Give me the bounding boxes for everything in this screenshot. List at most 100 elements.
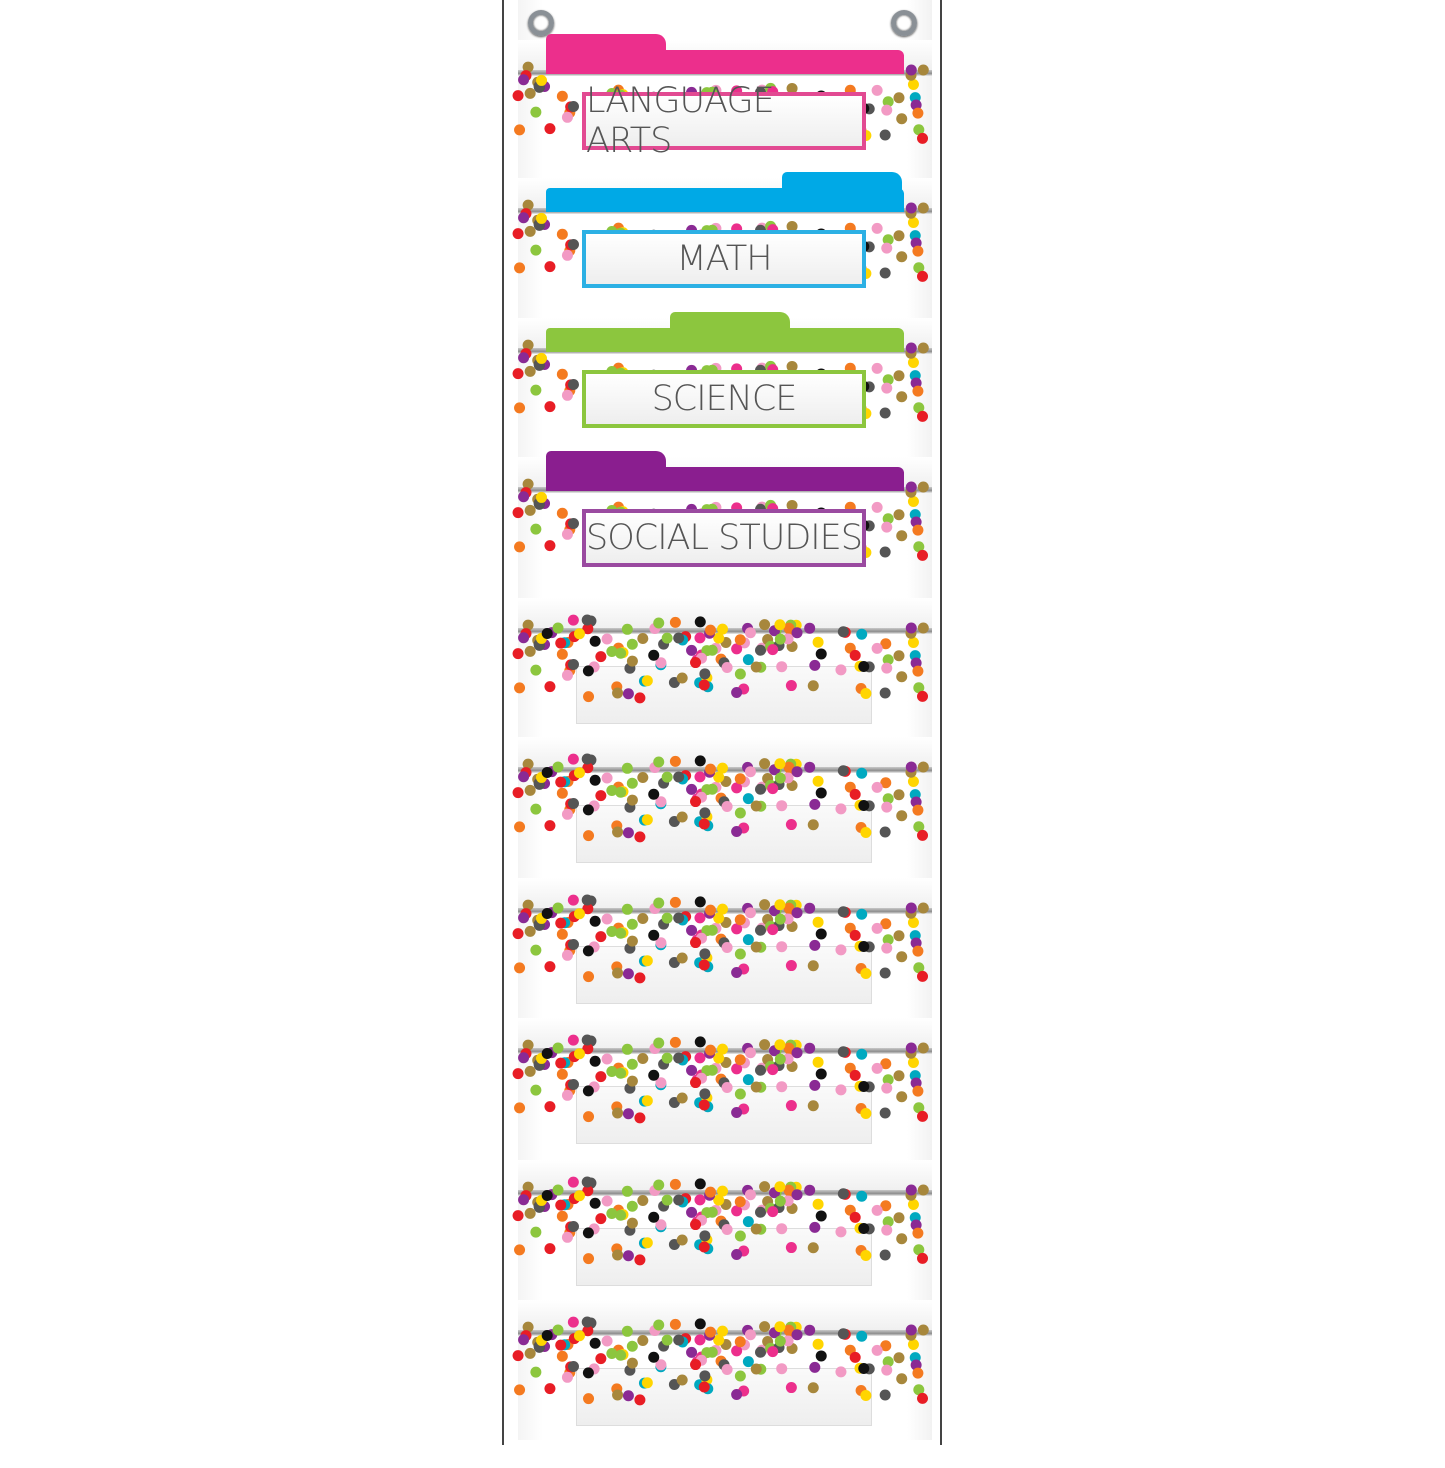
confetti-dot [582, 762, 594, 774]
confetti-dot [514, 1244, 526, 1256]
confetti-dot [881, 1224, 893, 1236]
confetti-dot [518, 912, 530, 924]
confetti-dot [734, 1196, 746, 1208]
confetti-dot [783, 1184, 795, 1196]
confetti-dot [544, 681, 556, 693]
confetti-dot [767, 1206, 779, 1218]
confetti-dot [615, 786, 627, 798]
confetti-dot [804, 1324, 816, 1336]
confetti-dot [626, 777, 638, 789]
confetti-dot [595, 1353, 607, 1365]
confetti-dot [871, 362, 883, 374]
confetti-dot [742, 1356, 754, 1368]
pocket-8[interactable] [512, 1018, 932, 1186]
confetti-dot [530, 944, 542, 956]
confetti-dot [893, 1212, 905, 1224]
confetti-dot [837, 1188, 849, 1200]
confetti-dot [567, 1221, 579, 1233]
confetti-dot [699, 1370, 711, 1382]
confetti-dot [917, 202, 929, 214]
confetti-dot [514, 1102, 526, 1114]
confetti-dot [706, 1206, 718, 1218]
confetti-dot [622, 1390, 634, 1402]
confetti-dot [582, 1085, 594, 1097]
confetti-dot [835, 1366, 847, 1378]
pocket-7[interactable] [512, 878, 932, 1046]
pocket-3[interactable]: SCIENCE [512, 312, 932, 486]
confetti-dot [686, 924, 698, 936]
confetti-dot [561, 528, 573, 540]
confetti-dot [699, 948, 711, 960]
confetti-dot [759, 1321, 771, 1333]
pocket-2[interactable]: MATH [512, 172, 932, 346]
confetti-dot [514, 682, 526, 694]
confetti-dot [699, 1088, 711, 1100]
confetti-dot [694, 1318, 706, 1330]
confetti-dot [791, 1329, 803, 1341]
confetti-dot [774, 1053, 786, 1065]
confetti-dot [731, 686, 743, 698]
confetti-dot [717, 1325, 729, 1337]
confetti-dot [524, 504, 536, 516]
pocket-10[interactable] [512, 1300, 932, 1468]
confetti-dot [704, 624, 716, 636]
confetti-dot [782, 913, 794, 925]
confetti-dot [567, 239, 579, 251]
confetti-dot [673, 1334, 685, 1346]
confetti-dot [567, 379, 579, 391]
confetti-dot [809, 1361, 821, 1373]
confetti-dot [641, 1377, 653, 1389]
pocket-5[interactable] [512, 598, 932, 766]
confetti-dot [573, 1330, 585, 1342]
confetti-dot [879, 407, 891, 419]
pocket-9[interactable] [512, 1160, 932, 1328]
pocket-6[interactable] [512, 737, 932, 905]
confetti-dot [634, 1254, 646, 1266]
confetti-dot [706, 783, 718, 795]
file-folder[interactable] [546, 451, 904, 491]
confetti-dot [755, 783, 767, 795]
confetti-dot [698, 679, 710, 691]
confetti-dot [583, 1253, 595, 1265]
confetti-dot [917, 481, 929, 493]
confetti-dot [530, 106, 542, 118]
confetti-dot [544, 961, 556, 973]
file-folder[interactable] [546, 312, 904, 352]
confetti-dot [552, 1042, 564, 1054]
file-folder[interactable] [546, 34, 904, 74]
confetti-dot [858, 800, 870, 812]
file-folder[interactable] [546, 172, 904, 212]
confetti-dot [544, 1101, 556, 1113]
confetti-dot [601, 772, 613, 784]
pocket-1[interactable]: LANGUAGE ARTS [512, 34, 932, 208]
confetti-dot [786, 220, 798, 232]
confetti-pattern [512, 614, 932, 766]
confetti-dot [621, 1185, 633, 1197]
confetti-dot [589, 1337, 601, 1349]
confetti-dot [713, 771, 725, 783]
confetti-dot [835, 1226, 847, 1238]
confetti-dot [706, 924, 718, 936]
confetti-dot [774, 1195, 786, 1207]
confetti-dot [786, 499, 798, 511]
confetti-dot [530, 1084, 542, 1096]
confetti-dot [731, 966, 743, 978]
confetti-dot [783, 622, 795, 634]
confetti-dot [622, 1108, 634, 1120]
confetti-dot [912, 245, 924, 257]
confetti-dot [694, 616, 706, 628]
confetti-dot [512, 228, 524, 240]
confetti-dot [626, 794, 638, 806]
confetti-dot [879, 1389, 891, 1401]
confetti-dot [807, 960, 819, 972]
confetti-dot [804, 902, 816, 914]
confetti-dot [615, 1209, 627, 1221]
confetti-dot [704, 1326, 716, 1338]
confetti-dot [882, 654, 894, 666]
confetti-dot [871, 1344, 883, 1356]
confetti-dot [686, 1064, 698, 1076]
confetti-dot [686, 644, 698, 656]
pocket-4[interactable]: SOCIAL STUDIES [512, 451, 932, 625]
confetti-dot [907, 357, 919, 369]
confetti-dot [807, 819, 819, 831]
